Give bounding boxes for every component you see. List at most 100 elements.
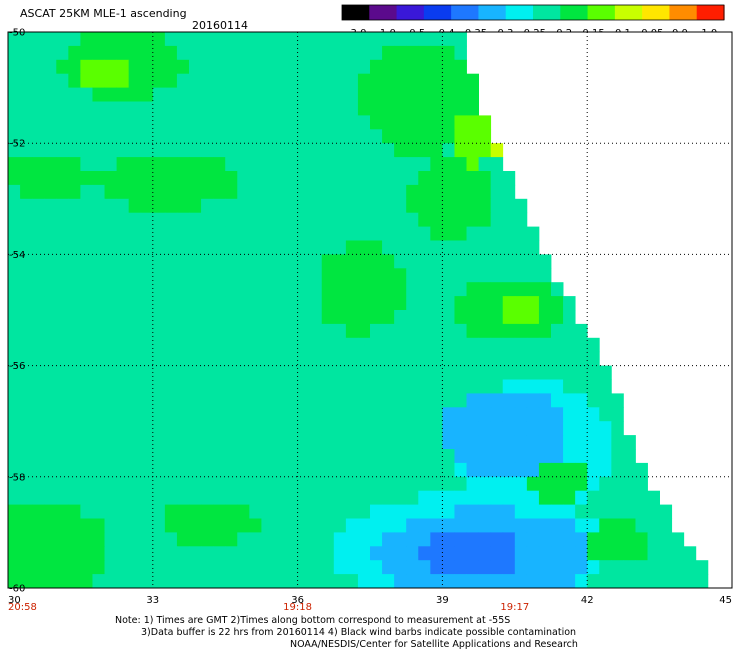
heatmap-cell — [92, 268, 105, 283]
heatmap-cell — [189, 393, 202, 408]
heatmap-cell — [201, 310, 214, 325]
heatmap-cell — [249, 59, 262, 75]
heatmap-cell — [249, 129, 262, 144]
heatmap-cell — [261, 574, 274, 589]
heatmap-cell — [370, 254, 383, 269]
heatmap-cell — [104, 351, 117, 366]
heatmap-cell — [514, 462, 528, 478]
heatmap-cell — [551, 532, 564, 547]
heatmap-cell — [116, 560, 130, 575]
heatmap-cell — [225, 310, 238, 325]
heatmap-cell — [237, 560, 250, 575]
heatmap-cell — [152, 171, 166, 186]
heatmap-cell — [213, 518, 226, 533]
heatmap-cell — [357, 296, 371, 311]
heatmap-cell — [140, 546, 154, 561]
heatmap-cell — [442, 59, 455, 75]
heatmap-cell — [128, 560, 142, 575]
heatmap-cell — [406, 337, 419, 353]
heatmap-cell — [249, 143, 262, 158]
heatmap-cell — [611, 504, 624, 519]
heatmap-cell — [8, 157, 21, 172]
heatmap-cell — [164, 351, 178, 366]
heatmap-cell — [526, 351, 540, 366]
heatmap-cell — [273, 476, 286, 492]
heatmap-cell — [225, 143, 238, 158]
heatmap-cell — [213, 198, 226, 214]
heatmap-cell — [394, 518, 407, 533]
heatmap-cell — [370, 337, 383, 353]
heatmap-cell — [273, 546, 286, 561]
heatmap-cell — [382, 421, 395, 436]
heatmap-cell — [189, 115, 202, 130]
heatmap-cell — [92, 296, 105, 311]
heatmap-cell — [430, 365, 443, 380]
heatmap-cell — [321, 240, 335, 255]
heatmap-cell — [92, 115, 105, 130]
heatmap-cell — [20, 198, 33, 214]
heatmap-cell — [285, 87, 298, 102]
heatmap-cell — [466, 337, 479, 353]
heatmap-cell — [20, 59, 33, 75]
heatmap-cell — [526, 337, 540, 353]
colorbar-swatch — [669, 5, 698, 20]
heatmap-cell — [333, 59, 347, 75]
heatmap-cell — [32, 449, 45, 464]
heatmap-cell — [189, 435, 202, 450]
heatmap-cell — [56, 365, 69, 380]
heatmap-cell — [189, 546, 202, 561]
heatmap-cell — [80, 184, 93, 200]
heatmap-cell — [599, 449, 612, 464]
heatmap-cell — [490, 171, 504, 186]
heatmap-cell — [189, 73, 202, 88]
heatmap-cell — [502, 184, 516, 200]
heatmap-cell — [502, 282, 516, 297]
heatmap-cell — [309, 379, 323, 394]
heatmap-cell — [370, 240, 383, 255]
heatmap-cell — [68, 87, 81, 102]
heatmap-cell — [309, 449, 323, 464]
heatmap-cell — [56, 407, 69, 422]
heatmap-cell — [321, 73, 335, 88]
heatmap-cell — [430, 351, 443, 366]
heatmap-cell — [189, 407, 202, 422]
heatmap-cell — [237, 379, 250, 394]
heatmap-cell — [442, 476, 455, 492]
heatmap-cell — [370, 296, 383, 311]
colorbar-swatch — [342, 5, 370, 20]
heatmap-cell — [140, 254, 154, 269]
heatmap-cell — [370, 171, 383, 186]
heatmap-cell — [406, 115, 419, 130]
heatmap-cell — [478, 504, 492, 519]
heatmap-cell — [418, 365, 431, 380]
heatmap-cell — [189, 449, 202, 464]
heatmap-cell — [104, 45, 117, 61]
heatmap-cell — [575, 365, 588, 380]
heatmap-cell — [333, 184, 347, 200]
heatmap-cell — [394, 254, 407, 269]
heatmap-cell — [382, 560, 395, 575]
heatmap-cell — [406, 157, 419, 172]
heatmap-cell — [382, 268, 395, 283]
heatmap-cell — [225, 518, 238, 533]
heatmap-cell — [418, 143, 431, 158]
heatmap-cell — [261, 310, 274, 325]
heatmap-cell — [189, 143, 202, 158]
heatmap-cell — [261, 476, 274, 492]
heatmap-cell — [261, 32, 274, 47]
heatmap-cell — [261, 421, 274, 436]
heatmap-cell — [249, 226, 262, 241]
heatmap-cell — [152, 212, 166, 227]
heatmap-cell — [225, 365, 238, 380]
heatmap-cell — [104, 143, 117, 158]
heatmap-cell — [454, 365, 467, 380]
heatmap-cell — [478, 476, 492, 492]
heatmap-cell — [514, 393, 528, 408]
heatmap-cell — [442, 157, 455, 172]
heatmap-cell — [442, 323, 455, 339]
heatmap-cell — [321, 462, 335, 478]
heatmap-cell — [623, 546, 636, 561]
heatmap-cell — [116, 365, 130, 380]
heatmap-cell — [152, 462, 166, 478]
heatmap-cell — [466, 240, 479, 255]
